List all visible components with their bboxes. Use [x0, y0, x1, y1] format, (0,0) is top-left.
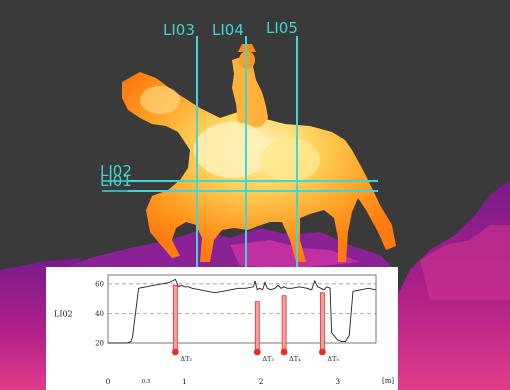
marker-dot	[280, 348, 288, 356]
delta-t-marker: ΔT₂	[171, 284, 192, 363]
marker-bar	[319, 292, 325, 353]
marker-bar	[254, 301, 260, 353]
x-tick-label: 1	[182, 377, 187, 386]
x-ticks: 0 0.5 1 2 3	[106, 377, 341, 386]
delta-t-markers: ΔT₂ ΔT₃ ΔT₄ ΔT₅	[171, 284, 339, 363]
marker-dot	[253, 348, 261, 356]
x-axis-unit: [m]	[382, 377, 394, 385]
label-li02: LI02	[100, 162, 132, 180]
delta-t-marker: ΔT₅	[319, 292, 339, 363]
x-tick-label: 2	[259, 377, 264, 386]
label-li01: LI01	[100, 172, 132, 190]
marker-label: ΔT₅	[327, 355, 339, 363]
label-li04: LI04	[212, 21, 244, 39]
marker-label: ΔT₄	[289, 355, 301, 363]
plot-frame	[107, 274, 377, 344]
scan-lines: LI03 LI04 LI05 LI02 LI01	[100, 19, 378, 268]
x-tick-label: 0	[106, 377, 111, 386]
marker-dot	[319, 348, 326, 356]
profile-chart-panel: 20 40 60 0 0.5 1 2 3 LI02 [m] ΔT₂ ΔT₃ ΔT₄ ΔT₅	[46, 267, 398, 390]
profile-series-line	[108, 278, 377, 344]
marker-dot	[171, 348, 179, 356]
delta-t-marker: ΔT₄	[280, 295, 301, 363]
gridlines	[108, 283, 376, 314]
marker-bar	[172, 284, 178, 353]
y-ticks: 20 40 60	[95, 280, 104, 347]
right-structure-highlight	[420, 225, 510, 300]
y-tick-label: 20	[95, 340, 104, 348]
marker-bar	[281, 295, 287, 353]
y-tick-label: 60	[95, 280, 104, 288]
y-tick-label: 40	[95, 310, 104, 318]
x-tick-label: 0.5	[142, 379, 151, 385]
delta-t-marker: ΔT₃	[253, 301, 274, 363]
y-axis-label: LI02	[54, 309, 73, 318]
marker-label: ΔT₂	[180, 355, 192, 363]
marker-label: ΔT₃	[262, 355, 274, 363]
x-tick-label: 3	[335, 377, 340, 386]
label-li03: LI03	[163, 21, 195, 39]
li02-profile-chart: 20 40 60 0 0.5 1 2 3 LI02 [m] ΔT₂ ΔT₃ ΔT₄ ΔT₅	[54, 274, 394, 386]
label-li05: LI05	[266, 19, 298, 37]
